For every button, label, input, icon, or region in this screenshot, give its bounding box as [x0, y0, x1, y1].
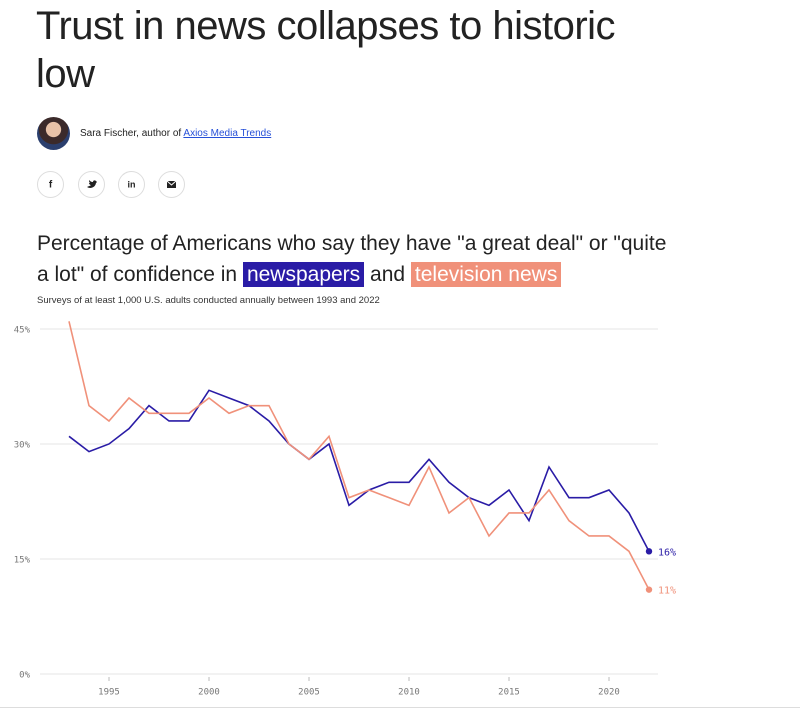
series-line	[68, 321, 650, 591]
byline: Sara Fischer, author of Axios Media Tren…	[80, 128, 271, 139]
series-line	[68, 389, 650, 552]
chart-title-text: Percentage of Americans who say they hav…	[37, 232, 667, 286]
icon	[166, 180, 177, 188]
icon-shape	[166, 180, 177, 186]
icon: f	[49, 180, 53, 191]
byline-link[interactable]: Axios Media Trends	[183, 128, 272, 139]
y-tick-label: 30%	[14, 440, 31, 450]
icon: in	[128, 179, 136, 189]
x-tick-label: 2000	[198, 688, 220, 698]
x-tick-label: 2020	[598, 688, 620, 698]
divider	[0, 707, 800, 708]
legend-newspapers: newspapers	[242, 262, 365, 287]
x-tick-label: 2005	[298, 688, 320, 698]
icon-shape	[87, 180, 97, 188]
y-tick-label: 15%	[14, 555, 31, 565]
icon-text: f	[49, 180, 53, 191]
x-tick-label: 2015	[498, 688, 520, 698]
chart-title-text: and	[370, 263, 406, 286]
end-point	[645, 548, 653, 555]
value-label: 11%	[658, 586, 676, 597]
x-tick-label: 2010	[398, 688, 420, 698]
y-tick-label: 0%	[19, 671, 30, 681]
chart-title: Percentage of Americans who say they hav…	[37, 228, 677, 290]
end-point	[645, 586, 653, 593]
icon-text: in	[128, 179, 136, 189]
byline-text: Sara Fischer, author of	[80, 128, 182, 139]
share-facebook[interactable]: f	[37, 171, 64, 198]
y-tick-label: 45%	[14, 325, 31, 335]
legend-television: television news	[410, 262, 562, 287]
share-linkedin[interactable]: in	[118, 171, 145, 198]
value-label: 16%	[658, 547, 676, 558]
icon	[87, 180, 97, 188]
share-twitter[interactable]	[78, 171, 105, 198]
chart-subtitle: Surveys of at least 1,000 U.S. adults co…	[37, 295, 380, 306]
headline: Trust in news collapses to historic low	[36, 4, 616, 96]
x-tick-label: 1995	[98, 688, 120, 698]
author-avatar[interactable]	[37, 117, 70, 150]
chart: 0% 15% 30% 45% 1995 2000 2005 2010 2015 2020 16% 11…	[14, 321, 676, 698]
share-email[interactable]	[158, 171, 185, 198]
